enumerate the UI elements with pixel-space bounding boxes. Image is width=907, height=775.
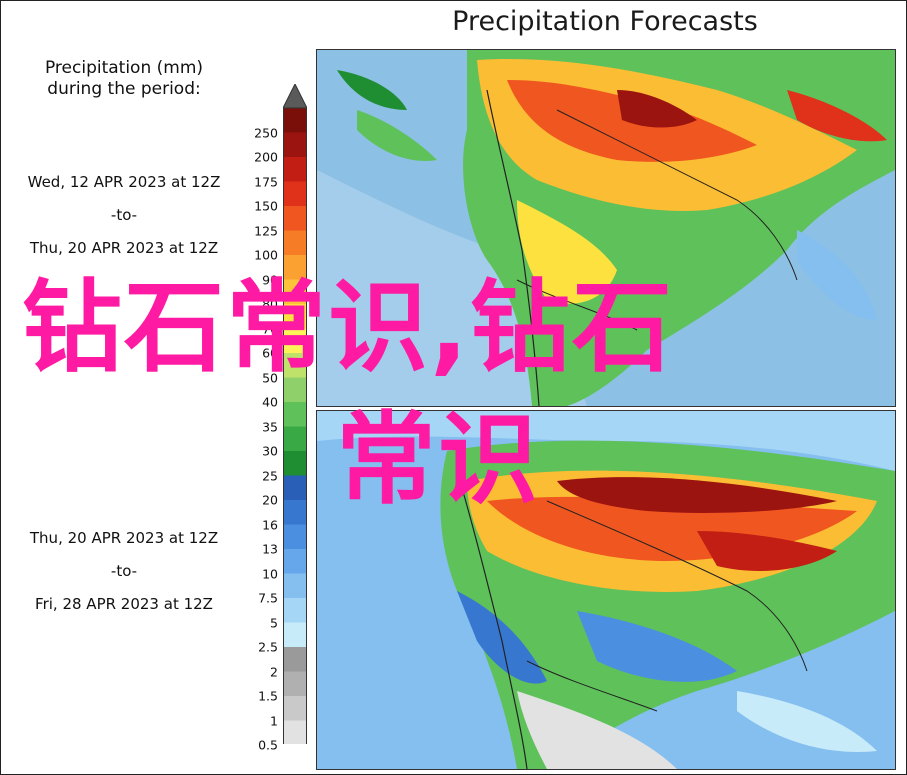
- colorbar-segment: [283, 622, 307, 648]
- colorbar-segment: [283, 181, 307, 207]
- colorbar-tick-label: 200: [254, 149, 278, 165]
- colorbar-segment: [283, 475, 307, 501]
- period-2-start: Thu, 20 APR 2023 at 12Z: [29, 529, 219, 547]
- colorbar-outline: [283, 107, 307, 744]
- colorbar-segment: [283, 304, 307, 329]
- colorbar-tick-label: 175: [254, 174, 278, 189]
- colorbar-segment: [283, 549, 307, 574]
- colorbar-segment: [283, 696, 307, 721]
- colorbar-tick-label: 250: [254, 125, 278, 140]
- colorbar-tick-label: 0.5: [258, 737, 278, 753]
- colorbar-tick-label: 40: [262, 394, 278, 410]
- colorbar-tick-label: 35: [262, 419, 278, 434]
- colorbar-tick-label: 90: [262, 272, 278, 287]
- colorbar-tick-label: 2.5: [258, 639, 278, 655]
- colorbar-tick-label: 7.5: [258, 590, 278, 606]
- period-2-separator: -to-: [110, 562, 138, 580]
- legend-title-line1: Precipitation (mm): [44, 58, 204, 78]
- colorbar-segment: [283, 598, 307, 623]
- legend-title: Precipitation (mm) during the period:: [8, 58, 240, 100]
- colorbar-tick-label: 16: [262, 517, 278, 532]
- colorbar-segment: [283, 157, 307, 182]
- colorbar-segment: [283, 108, 307, 133]
- colorbar-tick-label: 125: [254, 223, 278, 238]
- colorbar-segment: [283, 255, 307, 280]
- colorbar-tick-label: 20: [262, 492, 278, 508]
- colorbar-segment: [283, 279, 307, 305]
- colorbar-top-arrow: [283, 84, 307, 109]
- watermark-line-2: 常识: [336, 401, 540, 518]
- colorbar-tick-label: 80: [262, 296, 278, 312]
- period-2-end: Fri, 28 APR 2023 at 12Z: [35, 595, 213, 613]
- watermark-line-1: 钻石常识,钻石: [22, 269, 674, 386]
- colorbar-tick-label: 1.5: [258, 688, 278, 704]
- legend-title-line2: during the period:: [47, 79, 201, 99]
- colorbar-tick-label: 70: [262, 321, 278, 336]
- page-title: Precipitation Forecasts: [452, 6, 758, 37]
- period-1-separator: -to-: [110, 206, 138, 224]
- colorbar-tick-label: 25: [262, 468, 278, 483]
- colorbar-segment: [283, 573, 307, 599]
- period-1-label: Wed, 12 APR 2023 at 12Z -to- Thu, 20 APR…: [4, 166, 244, 265]
- colorbar-tick-label: 50: [262, 370, 278, 385]
- colorbar-segment: [283, 524, 307, 550]
- precipitation-map-2: [317, 411, 895, 769]
- colorbar-segment: [283, 500, 307, 525]
- colorbar-segment: [283, 426, 307, 452]
- colorbar-segment: [283, 402, 307, 427]
- colorbar-tick-label: 10: [262, 566, 278, 581]
- period-2-label: Thu, 20 APR 2023 at 12Z -to- Fri, 28 APR…: [4, 522, 244, 621]
- colorbar-tick-label: 5: [270, 615, 278, 630]
- colorbar-tick-label: 100: [254, 247, 278, 263]
- colorbar-segment: [283, 377, 307, 403]
- colorbar-tick-label: 30: [262, 443, 278, 459]
- colorbar-segment: [283, 647, 307, 672]
- colorbar-segment: [283, 328, 307, 354]
- colorbar-tick-label: 150: [254, 198, 278, 214]
- map-panel-period-1: [316, 49, 896, 407]
- colorbar-segment: [283, 720, 307, 744]
- colorbar-segment: [283, 451, 307, 476]
- colorbar-segment: [283, 206, 307, 231]
- map-panel-period-2: [316, 410, 896, 770]
- colorbar-tick-label: 60: [262, 345, 278, 361]
- period-1-end: Thu, 20 APR 2023 at 12Z: [29, 239, 219, 257]
- colorbar-tick-label: 1: [270, 713, 278, 728]
- colorbar-tick-label: 2: [270, 664, 278, 679]
- period-1-start: Wed, 12 APR 2023 at 12Z: [27, 173, 221, 191]
- colorbar-segment: [283, 353, 307, 378]
- precipitation-colorbar: [283, 84, 307, 744]
- colorbar-segment: [283, 132, 307, 158]
- colorbar-tick-label: 13: [262, 541, 278, 557]
- colorbar-segment: [283, 230, 307, 256]
- precipitation-map-1: [317, 50, 895, 406]
- colorbar-segment: [283, 671, 307, 697]
